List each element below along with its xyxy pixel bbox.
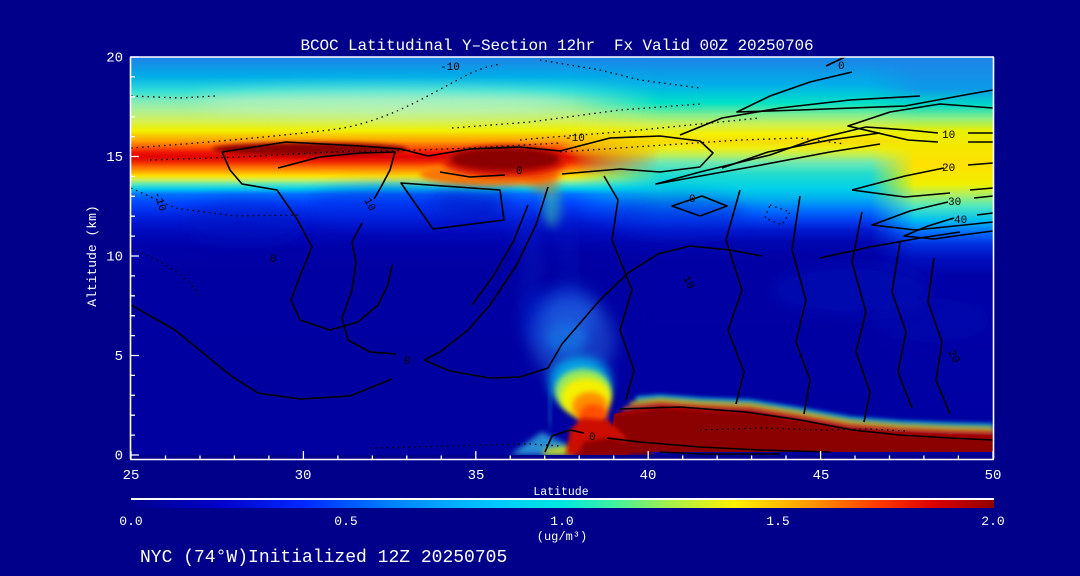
svg-text:40: 40 [954, 215, 967, 227]
svg-text:5: 5 [115, 349, 123, 365]
svg-text:10: 10 [106, 250, 123, 266]
svg-text:10: 10 [942, 130, 955, 142]
svg-text:1.0: 1.0 [550, 514, 573, 529]
svg-text:0: 0 [115, 449, 123, 465]
svg-text:0.5: 0.5 [334, 514, 357, 529]
svg-text:20: 20 [944, 348, 961, 365]
svg-text:-10: -10 [150, 191, 168, 214]
svg-text:0: 0 [589, 432, 596, 444]
svg-text:0: 0 [270, 254, 277, 266]
svg-text:Altitude (km): Altitude (km) [85, 205, 100, 306]
svg-text:0.0: 0.0 [119, 514, 142, 529]
svg-text:Latitude: Latitude [533, 486, 588, 499]
svg-text:10: 10 [360, 196, 377, 213]
svg-text:0: 0 [689, 194, 696, 206]
svg-text:NYC (74°W)Initialized 12Z 2025: NYC (74°W)Initialized 12Z 20250705 [140, 548, 507, 568]
svg-text:15: 15 [106, 150, 123, 166]
svg-text:35: 35 [468, 468, 485, 484]
svg-text:20: 20 [106, 51, 123, 67]
svg-text:(ug/m³): (ug/m³) [537, 530, 587, 544]
svg-text:0: 0 [404, 356, 411, 368]
svg-text:0: 0 [516, 166, 523, 178]
svg-text:0: 0 [838, 61, 845, 73]
svg-text:25: 25 [123, 468, 140, 484]
svg-text:2.0: 2.0 [981, 514, 1004, 529]
svg-text:30: 30 [295, 468, 312, 484]
svg-text:-10: -10 [440, 62, 460, 74]
svg-text:1.5: 1.5 [766, 514, 789, 529]
svg-text:10: 10 [679, 274, 696, 291]
svg-text:40: 40 [640, 468, 657, 484]
svg-text:50: 50 [985, 468, 1002, 484]
svg-text:-10: -10 [565, 133, 585, 145]
svg-text:45: 45 [813, 468, 830, 484]
svg-text:20: 20 [942, 163, 955, 175]
svg-text:BCOC Latitudinal Y–Section 12h: BCOC Latitudinal Y–Section 12hr Fx Valid… [300, 37, 813, 55]
svg-text:30: 30 [948, 197, 961, 209]
